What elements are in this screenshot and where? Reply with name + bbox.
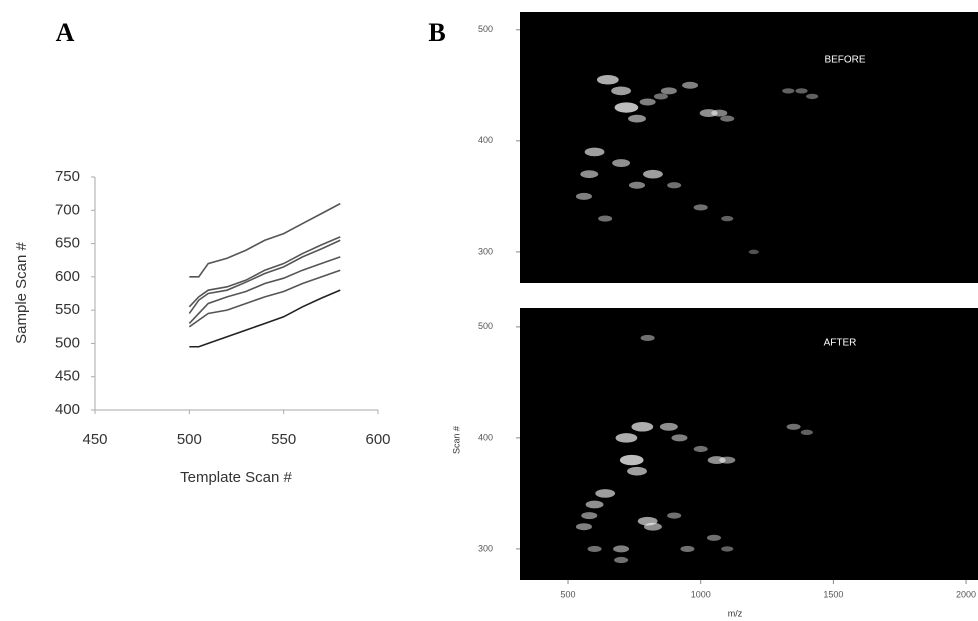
x-tick-label: 600 (365, 431, 390, 448)
intensity-spot (653, 93, 668, 100)
data-line (188, 236, 341, 308)
annotation: BEFORE (824, 55, 865, 66)
data-line (188, 256, 341, 325)
x-tick-label: 2000 (956, 589, 976, 599)
intensity-spot (721, 546, 734, 552)
plot-background (520, 308, 978, 580)
intensity-spot (628, 114, 646, 123)
intensity-spot (627, 466, 647, 476)
intensity-spot (640, 334, 655, 342)
intensity-spot (693, 445, 708, 453)
intensity-spot (619, 454, 644, 466)
intensity-spot (786, 423, 801, 430)
data-line (188, 239, 341, 314)
intensity-spot (782, 88, 795, 94)
x-axis-label: Template Scan # (180, 469, 292, 486)
panel-label: A (56, 18, 75, 47)
intensity-spot (660, 87, 677, 95)
y-tick-label: 600 (55, 268, 80, 285)
y-tick-label: 300 (478, 246, 493, 256)
y-axis-label: Sample Scan # (13, 241, 30, 343)
intensity-spot (680, 545, 695, 552)
intensity-spot (706, 534, 722, 541)
intensity-spot (719, 456, 736, 464)
y-tick-label: 500 (55, 334, 80, 351)
intensity-spot (711, 109, 728, 117)
intensity-spot (575, 523, 592, 531)
y-tick-label: 750 (55, 168, 80, 185)
intensity-spot (611, 86, 632, 96)
intensity-spot (748, 249, 759, 255)
intensity-spot (598, 215, 613, 222)
y-tick-label: 500 (478, 24, 493, 34)
intensity-spot (595, 489, 616, 498)
y-tick-label: 450 (55, 368, 80, 385)
data-line (189, 289, 341, 348)
y-tick-label: 400 (55, 401, 80, 418)
x-axis-label: m/z (728, 608, 743, 618)
intensity-spot (613, 545, 630, 553)
intensity-spot (585, 500, 604, 509)
y-tick-label: 500 (478, 321, 493, 331)
intensity-spot (720, 115, 735, 122)
intensity-spot (643, 522, 662, 531)
y-axis-label: Scan # (451, 426, 461, 454)
plot-background (520, 12, 978, 283)
intensity-spot (612, 159, 631, 167)
intensity-spot (615, 433, 638, 443)
intensity-spot (643, 169, 663, 179)
x-tick-label: 550 (271, 431, 296, 448)
intensity-spot (584, 147, 605, 157)
intensity-spot (596, 74, 619, 85)
intensity-spot (659, 422, 678, 431)
y-tick-label: 400 (478, 432, 493, 442)
intensity-spot (614, 556, 629, 564)
intensity-spot (682, 81, 699, 89)
y-tick-label: 550 (55, 301, 80, 318)
intensity-spot (667, 182, 682, 189)
intensity-spot (693, 204, 708, 211)
intensity-spot (800, 429, 813, 436)
intensity-spot (667, 512, 682, 519)
x-tick-label: 500 (561, 589, 576, 599)
intensity-spot (629, 181, 646, 189)
y-tick-label: 700 (55, 201, 80, 218)
intensity-spot (581, 512, 598, 520)
data-line (189, 202, 341, 278)
y-tick-label: 400 (478, 135, 493, 145)
intensity-spot (795, 88, 808, 94)
intensity-spot (575, 192, 592, 200)
intensity-spot (639, 98, 656, 106)
y-tick-label: 300 (478, 543, 493, 553)
x-tick-label: 500 (177, 431, 202, 448)
x-tick-label: 450 (82, 431, 107, 448)
panel-label: B (428, 18, 445, 47)
x-tick-label: 1500 (823, 589, 843, 599)
annotation: AFTER (824, 338, 857, 349)
x-tick-label: 1000 (691, 589, 711, 599)
data-line (188, 269, 341, 328)
intensity-spot (580, 170, 599, 179)
intensity-spot (721, 215, 734, 222)
intensity-spot (587, 545, 602, 552)
intensity-spot (631, 422, 654, 432)
intensity-spot (671, 434, 688, 442)
y-tick-label: 650 (55, 235, 80, 252)
intensity-spot (806, 93, 819, 100)
intensity-spot (614, 102, 639, 113)
